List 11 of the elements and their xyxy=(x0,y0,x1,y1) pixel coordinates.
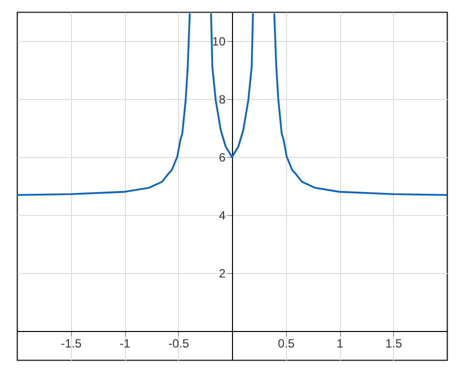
x-tick-label: -0.5 xyxy=(168,336,190,350)
y-tick-label: 4 xyxy=(218,208,226,222)
x-tick-label: -1 xyxy=(120,336,131,350)
x-tick-label: 0.5 xyxy=(278,336,295,350)
y-tick-label: 10 xyxy=(212,34,226,48)
y-tick-label: 6 xyxy=(218,150,226,164)
y-tick-label: 8 xyxy=(218,92,226,106)
x-tick-label: 1.5 xyxy=(385,336,402,350)
x-tick-label: 1 xyxy=(336,336,344,350)
x-tick-label: -1.5 xyxy=(60,336,82,350)
y-tick-label: 2 xyxy=(218,266,226,280)
